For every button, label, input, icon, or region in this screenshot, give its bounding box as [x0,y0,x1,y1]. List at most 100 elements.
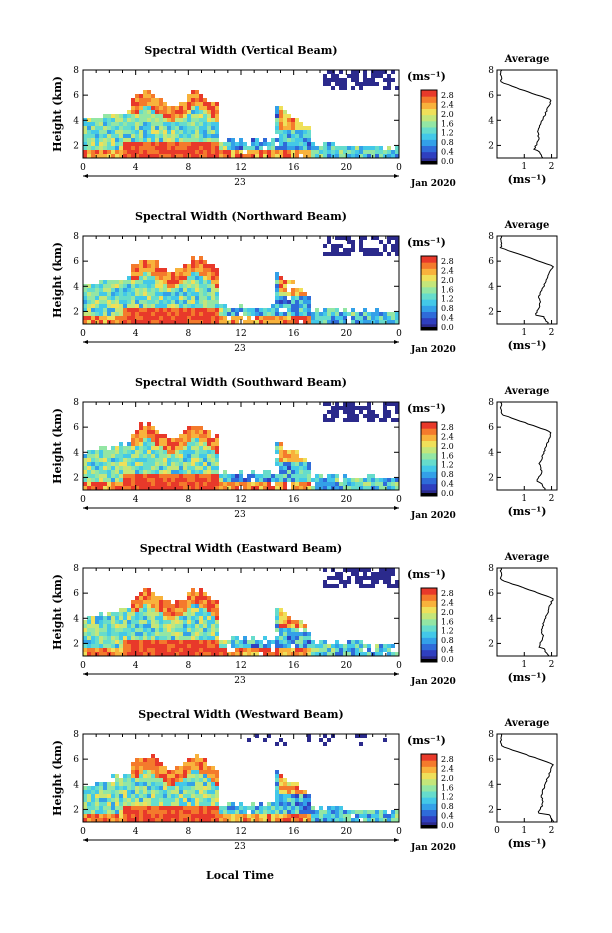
heatmap-cell [139,320,143,324]
heatmap-cell [347,402,351,406]
heatmap-cell [99,316,103,320]
heatmap-cell [383,316,387,320]
heatmap-cell [195,426,199,430]
heatmap-cell [207,600,211,604]
heatmap-cell [331,478,335,482]
heatmap-cell [151,620,155,624]
heatmap-cell [183,154,187,158]
heatmap-cell [207,316,211,320]
profile-frame [496,733,558,823]
heatmap-cell [203,292,207,296]
heatmap-cell [143,592,147,596]
heatmap-cell [83,636,87,640]
heatmap-cell [159,296,163,300]
heatmap-cell [131,106,135,110]
heatmap-cell [391,150,395,154]
heatmap-cell [127,486,131,490]
heatmap-cell [351,810,355,814]
heatmap-cell [155,640,159,644]
heatmap-cell [255,482,259,486]
heatmap-cell [395,652,399,656]
heatmap-cell [323,644,327,648]
heatmap-cell [171,640,175,644]
heatmap-cell [247,640,251,644]
heatmap-cell [387,580,391,584]
heatmap-cell [107,126,111,130]
heatmap-cell [239,138,243,142]
heatmap-cell [163,794,167,798]
x-tick-label: 12 [235,827,246,837]
heatmap-cell [283,644,287,648]
heatmap-cell [351,308,355,312]
heatmap-cell [143,434,147,438]
heatmap-cell [167,118,171,122]
heatmap-cell [227,810,231,814]
heatmap-cell [183,320,187,324]
heatmap-cell [175,142,179,146]
heatmap-cell [87,644,91,648]
heatmap-cell [279,786,283,790]
heatmap-cell [139,280,143,284]
heatmap-cell [195,774,199,778]
heatmap-cell [83,818,87,822]
heatmap-cell [147,778,151,782]
heatmap-cell [291,300,295,304]
heatmap-cell [211,648,215,652]
heatmap-cell [179,106,183,110]
heatmap-cell [283,454,287,458]
heatmap-cell [155,596,159,600]
heatmap-cell [127,114,131,118]
heatmap-cell [135,454,139,458]
heatmap-cell [147,280,151,284]
heatmap-cell [207,474,211,478]
heatmap-cell [163,466,167,470]
x-tick-label: 0 [396,495,402,505]
heatmap-cell [95,482,99,486]
heatmap-cell [311,320,315,324]
heatmap-cell [127,620,131,624]
heatmap-cell [367,576,371,580]
heatmap-cell [147,790,151,794]
heatmap-cell [211,612,215,616]
heatmap-cell [203,486,207,490]
heatmap-cell [119,312,123,316]
heatmap-cell [215,814,219,818]
heatmap-cell [159,636,163,640]
heatmap-cell [191,636,195,640]
heatmap-cell [359,244,363,248]
y-axis-label: Height (km) [51,740,64,816]
heatmap-cell [143,462,147,466]
heatmap-cell [299,150,303,154]
heatmap-cell [251,308,255,312]
heatmap-cell [295,458,299,462]
heatmap-cell [191,458,195,462]
heatmap-cell [123,782,127,786]
heatmap-cell [103,150,107,154]
heatmap-cell [295,814,299,818]
heatmap-cell [287,470,291,474]
heatmap-cell [339,154,343,158]
heatmap-cell [275,138,279,142]
heatmap-cell [91,134,95,138]
heatmap-cell [135,778,139,782]
heatmap-cell [123,814,127,818]
heatmap-cell [115,154,119,158]
heatmap-cell [127,644,131,648]
heatmap-cell [139,486,143,490]
heatmap-cell [183,142,187,146]
heatmap-cell [327,644,331,648]
heatmap-cell [275,774,279,778]
heatmap-cell [203,114,207,118]
heatmap-cell [115,458,119,462]
heatmap-cell [127,648,131,652]
heatmap-cell [183,150,187,154]
heatmap-cell [115,284,119,288]
heatmap-cell [307,304,311,308]
heatmap-cell [131,778,135,782]
heatmap-cell [95,130,99,134]
heatmap-cell [191,446,195,450]
heatmap-cell [359,648,363,652]
heatmap-cell [131,450,135,454]
